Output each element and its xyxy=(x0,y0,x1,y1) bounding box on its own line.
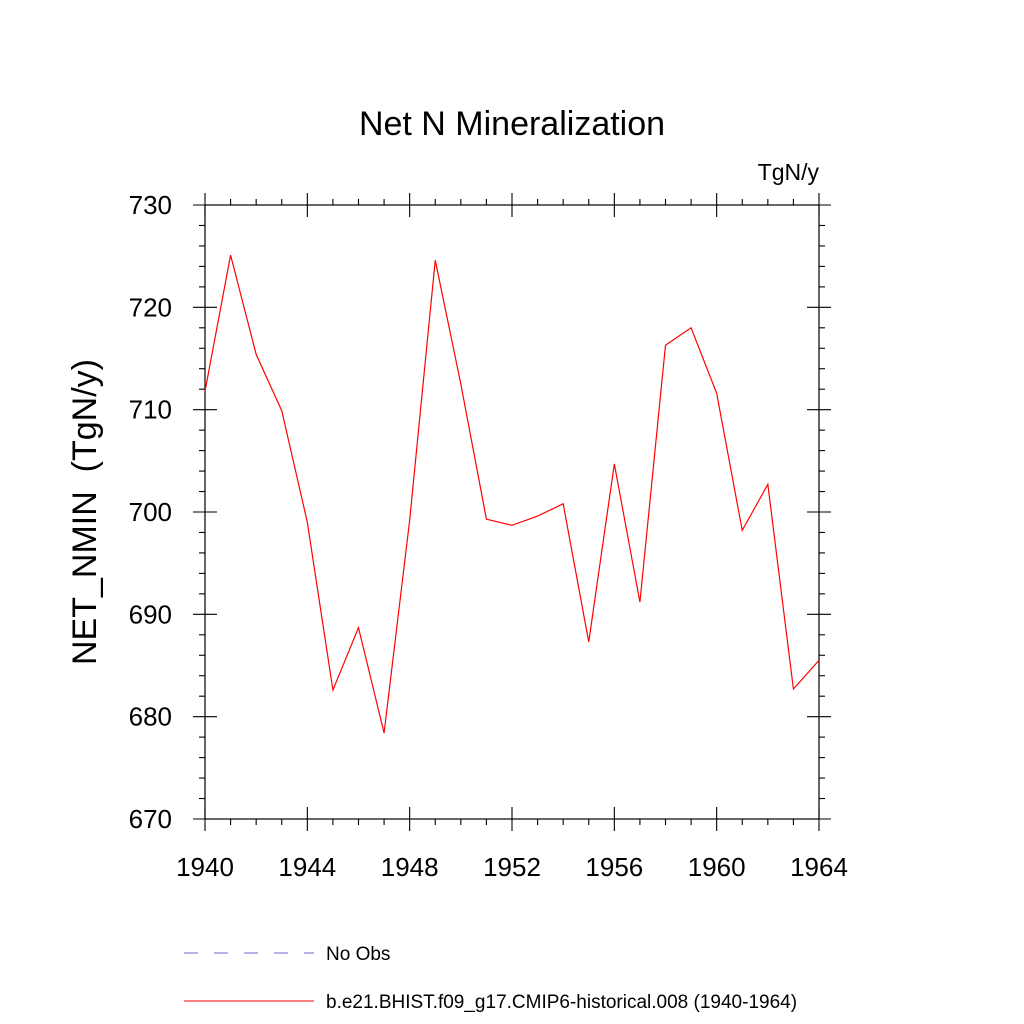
data-point xyxy=(459,382,463,386)
x-tick-label: 1940 xyxy=(176,852,234,882)
data-point xyxy=(254,352,258,356)
series-layer xyxy=(203,253,821,735)
y-tick-label: 730 xyxy=(129,190,172,220)
legend-label: No Obs xyxy=(326,944,390,965)
chart-title: Net N Mineralization xyxy=(359,105,665,143)
data-point xyxy=(203,389,207,393)
y-tick-label: 670 xyxy=(129,804,172,834)
x-tick-label: 1948 xyxy=(381,852,439,882)
units-label: TgN/y xyxy=(758,159,820,185)
data-point xyxy=(766,482,770,486)
data-point xyxy=(229,253,233,257)
y-tick-label: 680 xyxy=(129,702,172,732)
data-point xyxy=(536,514,540,518)
data-point xyxy=(587,640,591,644)
y-tick-label: 720 xyxy=(129,292,172,322)
data-point xyxy=(715,391,719,395)
data-point xyxy=(305,520,309,524)
data-point xyxy=(433,258,437,262)
plot-frame xyxy=(204,204,820,820)
data-point xyxy=(408,518,412,522)
y-axis-label: NET_NMIN (TgN/y) xyxy=(66,359,104,665)
data-point xyxy=(331,688,335,692)
data-point xyxy=(510,523,514,527)
data-point xyxy=(689,326,693,330)
y-tick-label: 690 xyxy=(129,599,172,629)
data-point xyxy=(740,528,744,532)
data-point xyxy=(382,731,386,735)
x-tick-label: 1964 xyxy=(790,852,848,882)
data-point xyxy=(664,343,668,347)
data-point xyxy=(817,658,821,662)
data-point xyxy=(791,687,795,691)
data-point xyxy=(280,409,284,413)
x-tick-label: 1944 xyxy=(278,852,336,882)
x-tick-label: 1956 xyxy=(585,852,643,882)
data-point xyxy=(612,462,616,466)
axis-tick-labels: 1940 1944 1948 1952 1956 1960 1964 670 680 690 700… xyxy=(129,190,848,882)
data-point xyxy=(357,626,361,630)
y-tick-label: 700 xyxy=(129,497,172,527)
x-tick-label: 1960 xyxy=(688,852,746,882)
data-point xyxy=(561,502,565,506)
series-line xyxy=(204,254,820,734)
y-tick-label: 710 xyxy=(129,395,172,425)
x-tick-label: 1952 xyxy=(483,852,541,882)
axis-ticks xyxy=(193,193,831,831)
data-point xyxy=(638,600,642,604)
legend: No Obs b.e21.BHIST.f09_g17.CMIP6-historic… xyxy=(184,944,797,1013)
data-point xyxy=(484,517,488,521)
legend-label: b.e21.BHIST.f09_g17.CMIP6-historical.008… xyxy=(326,992,797,1013)
